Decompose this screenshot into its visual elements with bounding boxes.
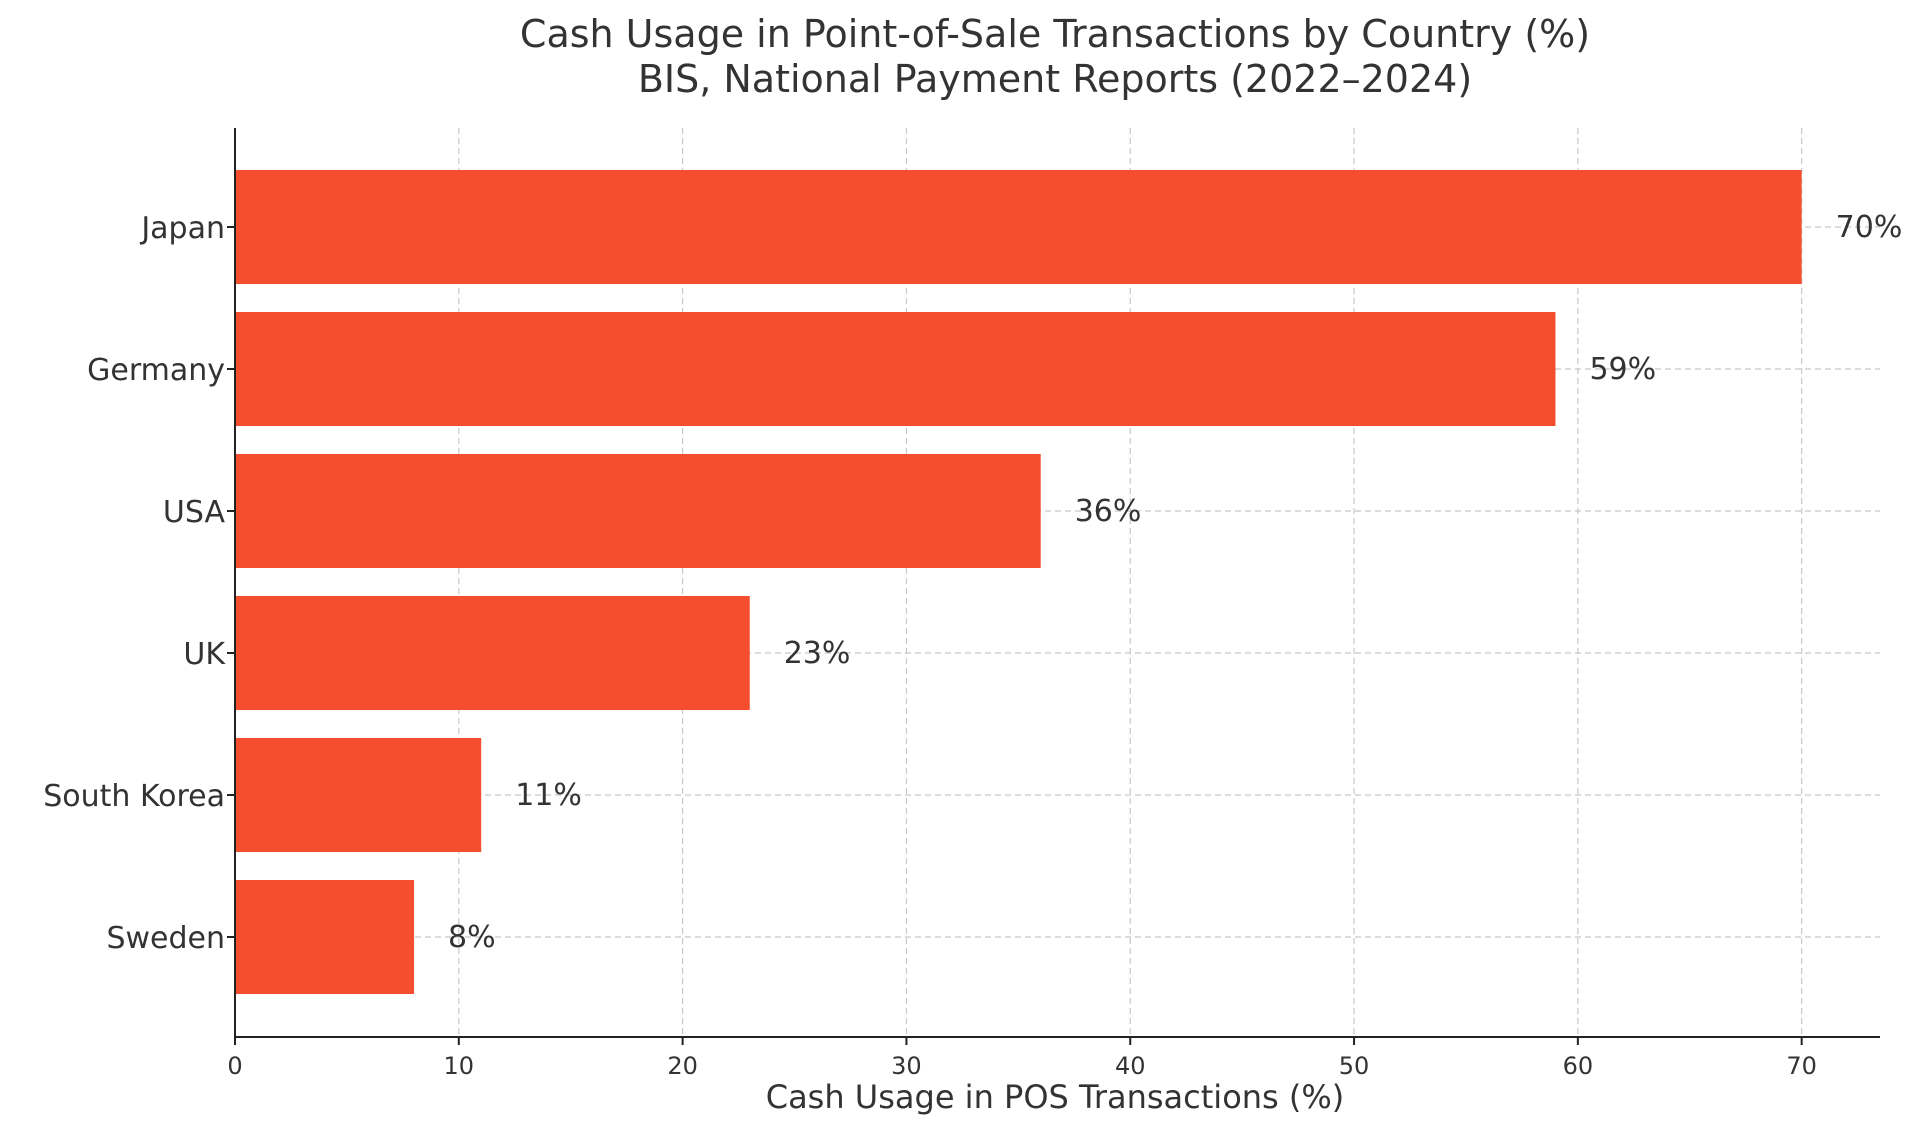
x-tick-label: 30 bbox=[891, 1052, 922, 1080]
data-label: 23% bbox=[784, 636, 851, 671]
category-label: Japan bbox=[139, 211, 225, 246]
data-label: 59% bbox=[1589, 352, 1656, 387]
x-tick-label: 10 bbox=[444, 1052, 475, 1080]
bars bbox=[235, 170, 1802, 994]
category-label: South Korea bbox=[43, 779, 225, 814]
x-tick-label: 60 bbox=[1563, 1052, 1594, 1080]
axes: Japan Germany USA UK South Korea Sweden 0 10 20 3… bbox=[43, 128, 1880, 1080]
data-label: 70% bbox=[1836, 210, 1903, 245]
bar-sweden bbox=[235, 880, 415, 994]
data-labels: 70% 59% 36% 23% 11% 8% bbox=[448, 210, 1902, 955]
x-tick-label: 70 bbox=[1786, 1052, 1817, 1080]
x-axis-title: Cash Usage in POS Transactions (%) bbox=[766, 1078, 1345, 1116]
bar-usa bbox=[235, 454, 1041, 568]
x-tick-label: 0 bbox=[227, 1052, 242, 1080]
data-label: 36% bbox=[1075, 494, 1142, 529]
category-label: USA bbox=[163, 495, 226, 530]
chart-title: Cash Usage in Point-of-Sale Transactions… bbox=[520, 12, 1590, 56]
bar-germany bbox=[235, 312, 1556, 426]
category-label: UK bbox=[183, 637, 226, 672]
data-label: 11% bbox=[515, 778, 582, 813]
x-tick-label: 40 bbox=[1115, 1052, 1146, 1080]
x-tick-label: 50 bbox=[1339, 1052, 1370, 1080]
x-tick-label: 20 bbox=[667, 1052, 698, 1080]
bar-japan bbox=[235, 170, 1802, 284]
category-label: Germany bbox=[87, 353, 225, 388]
chart-subtitle: BIS, National Payment Reports (2022–2024… bbox=[638, 57, 1472, 101]
data-label: 8% bbox=[448, 920, 496, 955]
bar-south-korea bbox=[235, 738, 482, 852]
category-label: Sweden bbox=[106, 921, 225, 956]
bar-uk bbox=[235, 596, 750, 710]
